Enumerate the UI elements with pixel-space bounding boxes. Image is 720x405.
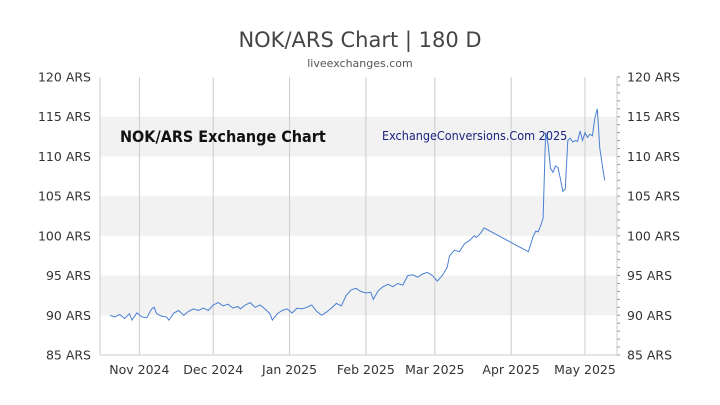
y-tick-label-right: 85 ARS — [627, 348, 672, 363]
watermark-text: ExchangeConversions.Com 2025 — [382, 128, 567, 143]
right-minor-ticks — [617, 76, 620, 356]
y-tick-label-left: 95 ARS — [46, 268, 91, 283]
plot-frame — [99, 77, 618, 356]
x-tick-label: Dec 2024 — [183, 362, 243, 377]
grid-band — [100, 196, 617, 236]
x-tick-label: Mar 2025 — [405, 362, 464, 377]
grid-band — [100, 275, 617, 316]
y-tick-label-left: 90 ARS — [46, 308, 91, 323]
x-tick-label: Jan 2025 — [261, 362, 317, 377]
y-tick-label-left: 115 ARS — [38, 109, 91, 124]
y-tick-label-right: 95 ARS — [627, 268, 672, 283]
y-tick-label-left: 110 ARS — [38, 149, 91, 164]
chart-subtitle: liveexchanges.com — [307, 57, 412, 70]
y-axis-left: 120 ARS 115 ARS 110 ARS 105 ARS 100 ARS 95 AR… — [38, 70, 91, 363]
y-tick-label-right: 100 ARS — [627, 228, 680, 243]
y-tick-label-right: 120 ARS — [627, 70, 680, 85]
background-bands — [100, 116, 617, 316]
x-tick-label: Feb 2025 — [337, 362, 395, 377]
x-axis: Nov 2024 Dec 2024 Jan 2025 Feb 2025 Mar 2025… — [109, 362, 616, 377]
y-tick-label-right: 105 ARS — [627, 189, 680, 204]
y-tick-label-left: 100 ARS — [38, 228, 91, 243]
y-tick-label-right: 115 ARS — [627, 109, 680, 124]
chart-title: NOK/ARS Chart | 180 D — [238, 28, 481, 53]
x-tick-label: Nov 2024 — [109, 362, 169, 377]
y-tick-label-right: 90 ARS — [627, 308, 672, 323]
inner-chart-title: NOK/ARS Exchange Chart — [120, 127, 326, 146]
grid-band — [100, 116, 617, 157]
vertical-gridlines — [138, 77, 586, 355]
y-axis-right: 120 ARS 115 ARS 110 ARS 105 ARS 100 ARS 95 AR… — [627, 70, 680, 363]
x-tick-label: May 2025 — [554, 362, 616, 377]
y-tick-label-left: 120 ARS — [38, 70, 91, 85]
series-line — [109, 108, 606, 322]
y-tick-label-left: 85 ARS — [46, 348, 91, 363]
y-tick-label-right: 110 ARS — [627, 149, 680, 164]
y-tick-label-left: 105 ARS — [38, 189, 91, 204]
x-tick-label: Apr 2025 — [482, 362, 539, 377]
